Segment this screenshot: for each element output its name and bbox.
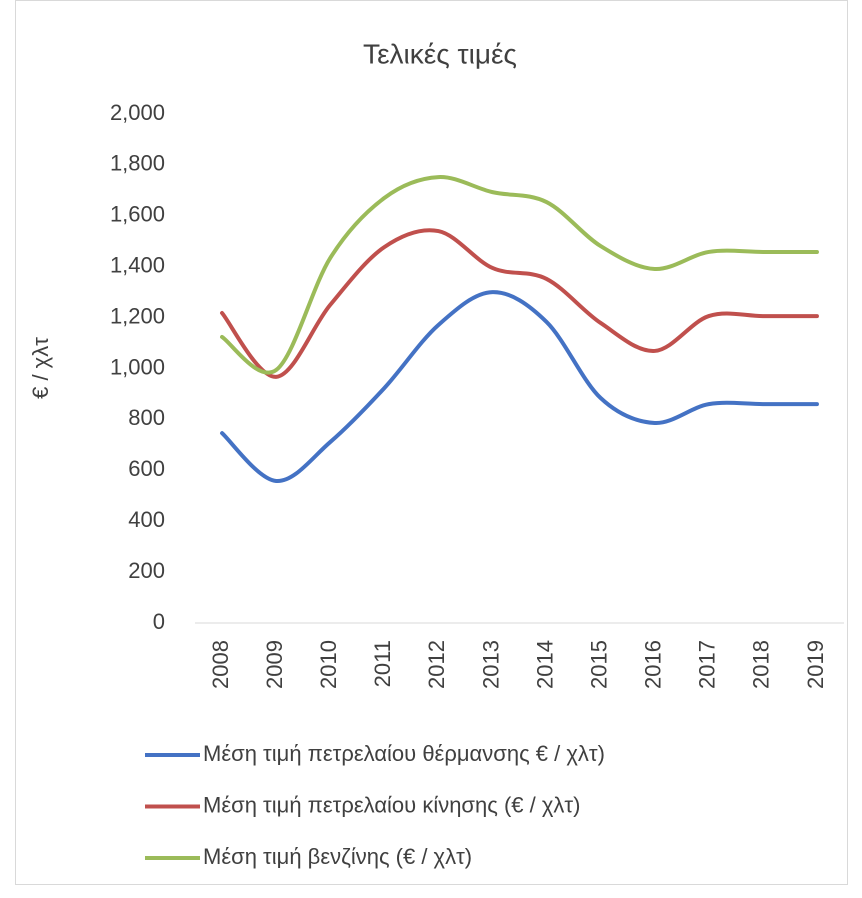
x-tick-label: 2016 [641,640,666,689]
line-series [220,228,819,379]
x-tick-label: 2015 [586,640,611,689]
y-axis-label: € / χλτ [28,337,53,399]
chart-border [15,0,848,885]
legend-label: Μέση τιμή πετρελαίου κίνησης (€ / χλτ) [203,792,580,817]
x-tick-label: 2019 [803,640,828,689]
y-tick-label: 2,000 [110,100,165,125]
y-tick-label: 1,200 [110,303,165,328]
y-tick-label: 600 [128,456,165,481]
y-tick-label: 400 [128,507,165,532]
y-tick-label: 1,000 [110,354,165,379]
x-tick-label: 2009 [262,640,287,689]
chart-title: Τελικές τιμές [363,38,517,69]
x-tick-label: 2014 [532,640,557,689]
y-tick-label: 0 [153,609,165,634]
x-tick-label: 2008 [208,640,233,689]
legend-label: Μέση τιμή πετρελαίου θέρμανσης € / χλτ) [203,741,605,766]
x-tick-label: 2012 [424,640,449,689]
x-tick-label: 2010 [316,640,341,689]
x-tick-label: 2017 [695,640,720,689]
line-series [220,175,819,375]
x-tick-label: 2013 [478,640,503,689]
y-tick-label: 800 [128,405,165,430]
y-tick-label: 200 [128,558,165,583]
y-tick-label: 1,800 [110,151,165,176]
x-tick-label: 2018 [749,640,774,689]
x-tick-label: 2011 [370,640,395,687]
line-series [220,290,819,483]
y-tick-label: 1,600 [110,202,165,227]
y-tick-label: 1,400 [110,253,165,278]
legend-label: Μέση τιμή βενζίνης (€ / χλτ) [203,844,472,869]
